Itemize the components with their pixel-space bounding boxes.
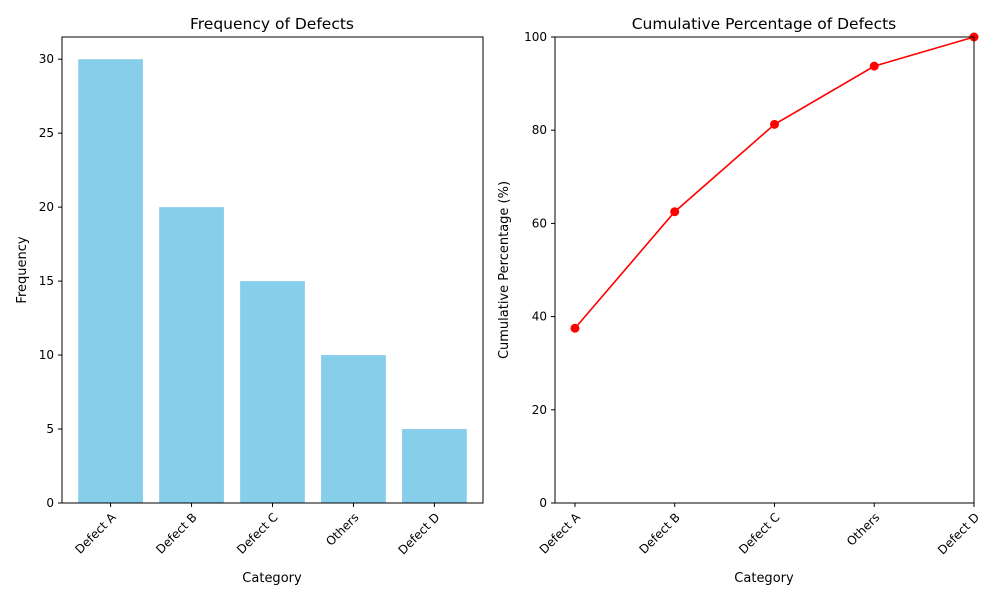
x-tick-label-defect-d: Defect D — [395, 510, 442, 557]
bar-y-axis-label: Frequency — [15, 236, 30, 303]
y-tick-label: 80 — [532, 123, 547, 137]
point-defect-b — [670, 207, 680, 217]
y-tick-label: 0 — [539, 496, 547, 510]
y-tick-label: 30 — [39, 52, 54, 66]
y-tick-label: 10 — [39, 348, 54, 362]
bar-y-axis: 0 5 10 15 20 25 30 — [39, 52, 62, 510]
cumulative-line-chart: Cumulative Percentage of Defects 0 20 40 60… — [497, 15, 982, 586]
line-x-axis-label: Category — [734, 571, 794, 586]
bar-x-axis: Defect A Defect B Defect C Others Defect D — [72, 503, 443, 557]
cumulative-series-line — [574, 36, 975, 329]
line-chart-title: Cumulative Percentage of Defects — [632, 15, 897, 33]
y-tick-label: 40 — [532, 310, 547, 324]
bar-defect-a — [78, 59, 143, 503]
line-x-axis: Defect A Defect B Defect C Others Defect D — [537, 503, 982, 557]
line-marks — [570, 32, 979, 333]
bar-chart-title: Frequency of Defects — [190, 15, 354, 33]
x-tick-label-defect-c: Defect C — [736, 510, 782, 556]
frequency-bar-chart: Frequency of Defects 0 5 10 15 20 25 30 Defect… — [15, 15, 484, 586]
line-y-axis: 0 20 40 60 80 100 — [524, 30, 555, 510]
y-tick-label: 0 — [46, 496, 54, 510]
x-tick-label-others: Others — [323, 510, 361, 548]
y-tick-label: 5 — [46, 422, 54, 436]
bar-x-axis-label: Category — [242, 571, 302, 586]
bar-plot-frame — [61, 36, 484, 504]
point-defect-a — [570, 323, 580, 333]
bar-defect-c — [240, 281, 305, 503]
y-tick-label: 25 — [39, 126, 54, 140]
bar-defect-d — [402, 429, 467, 503]
bar-marks — [78, 59, 467, 503]
x-tick-label-defect-a: Defect A — [72, 510, 119, 557]
x-tick-label-defect-a: Defect A — [537, 510, 584, 557]
y-tick-label: 20 — [532, 403, 547, 417]
line-y-axis-label: Cumulative Percentage (%) — [497, 181, 512, 359]
y-tick-label: 100 — [524, 30, 547, 44]
point-others — [869, 61, 879, 71]
line-plot-frame — [554, 36, 975, 504]
bar-defect-b — [159, 207, 224, 503]
y-tick-label: 20 — [39, 200, 54, 214]
y-tick-label: 60 — [532, 216, 547, 230]
x-tick-label-defect-b: Defect B — [153, 510, 199, 556]
point-defect-c — [769, 119, 779, 129]
x-tick-label-defect-c: Defect C — [234, 510, 280, 556]
y-tick-label: 15 — [39, 274, 54, 288]
x-tick-label-defect-d: Defect D — [935, 510, 982, 557]
x-tick-label-others: Others — [844, 510, 882, 548]
bar-others — [321, 355, 386, 503]
x-tick-label-defect-b: Defect B — [636, 510, 682, 556]
